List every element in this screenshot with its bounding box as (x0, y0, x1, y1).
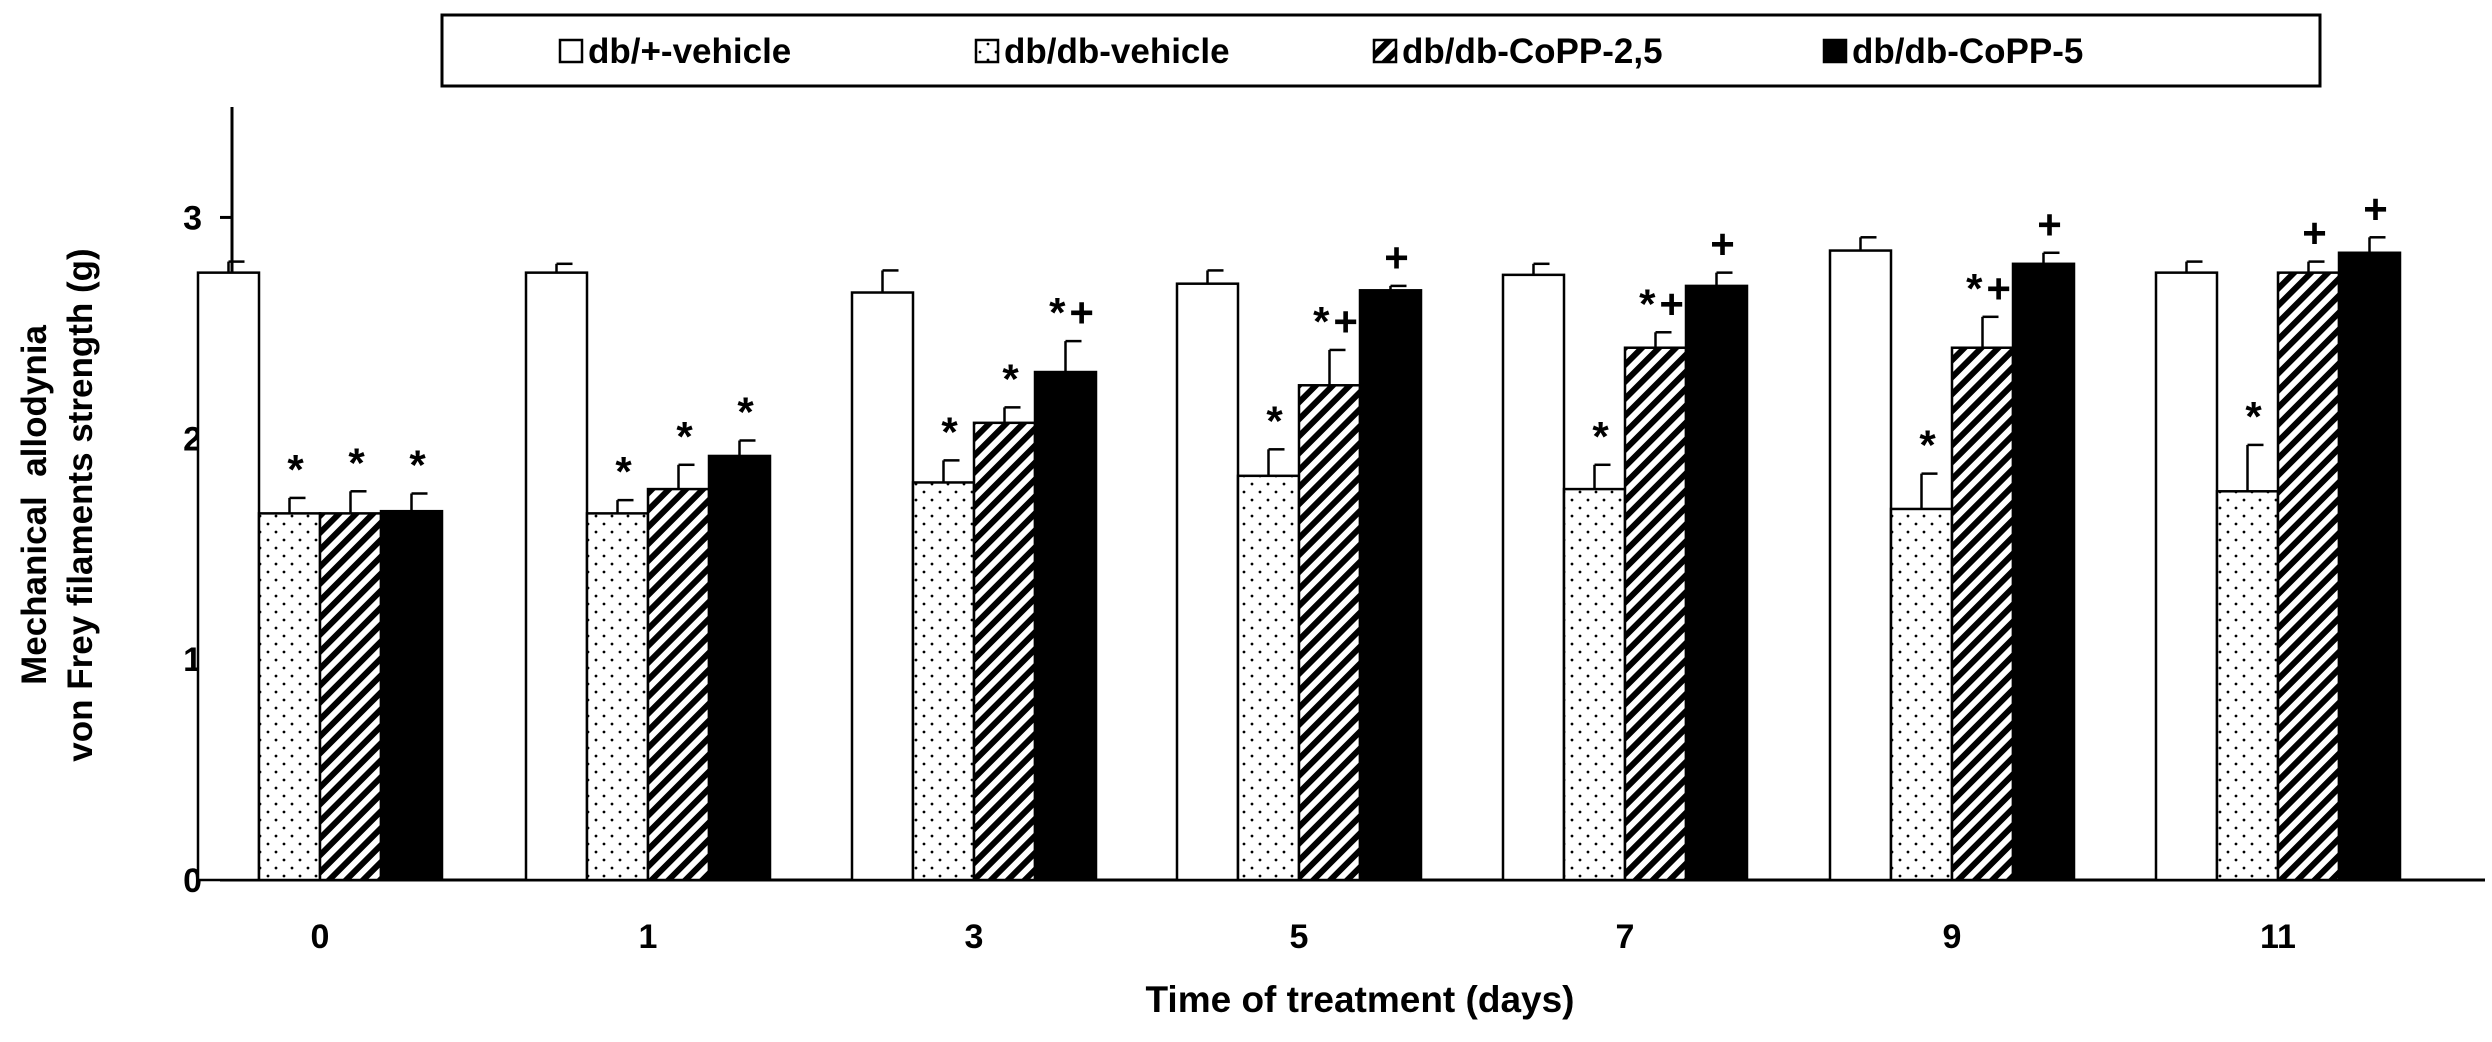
bar-black (1684, 284, 1749, 882)
bar-dotted (911, 481, 976, 882)
significance-mark: * (1002, 355, 1022, 402)
bar-black (2337, 251, 2402, 882)
bar-hatched (1297, 384, 1362, 882)
significance-mark: * (676, 413, 696, 460)
significance-mark: + (1384, 234, 1413, 281)
bar-hatched (972, 421, 1037, 882)
significance-mark: + (2037, 201, 2066, 248)
bar-dotted (1889, 507, 1954, 882)
bar-white (1828, 249, 1893, 882)
bar-black (1033, 370, 1098, 882)
x-tick-label: 9 (1943, 918, 1962, 956)
bar-black (379, 509, 444, 882)
bar-dotted (2215, 490, 2280, 882)
bar-hatched (2276, 271, 2341, 882)
significance-mark: *+ (1049, 289, 1098, 336)
bar-black (2011, 262, 2076, 882)
significance-mark: * (348, 439, 368, 486)
significance-mark: * (1919, 422, 1939, 469)
x-tick-label: 5 (1290, 918, 1309, 956)
x-tick-label: 0 (311, 918, 330, 956)
bar-dotted (1562, 487, 1627, 882)
significance-mark: *+ (1313, 298, 1362, 345)
bar-black (707, 454, 772, 882)
y-tick-label: 3 (183, 199, 202, 237)
legend-swatch-black (1822, 38, 1848, 64)
significance-mark: * (941, 408, 961, 455)
significance-mark: * (287, 446, 307, 493)
bar-white (196, 271, 261, 882)
significance-mark: + (2302, 210, 2331, 257)
bar-black (1358, 289, 1423, 882)
legend-label: db/+-vehicle (588, 32, 791, 71)
bar-dotted (257, 512, 322, 882)
bar-white (2154, 271, 2219, 882)
x-tick-label: 1 (639, 918, 658, 956)
bar-hatched (1950, 346, 2015, 882)
bar-white (1501, 273, 1566, 882)
bar-dotted (585, 512, 650, 882)
significance-mark: *+ (1966, 265, 2015, 312)
x-tick-label: 11 (2260, 918, 2296, 956)
legend-swatch-dotted (974, 38, 1000, 64)
legend-swatch-hatched (1372, 38, 1398, 64)
legend-label: db/db-CoPP-5 (1852, 32, 2083, 71)
significance-mark: * (1266, 397, 1286, 444)
legend-label: db/db-CoPP-2,5 (1402, 32, 1663, 71)
bar-dotted (1236, 474, 1301, 882)
legend: db/+-vehicle db/db-vehicle db/db-CoPP-2,5 d… (440, 13, 2322, 88)
bar-white (524, 271, 589, 882)
y-axis-title-line-2: von Frey filaments strength (g) (61, 248, 100, 761)
legend-swatch-white (558, 38, 584, 64)
significance-mark: *+ (1639, 280, 1688, 327)
legend-label: db/db-vehicle (1004, 32, 1230, 71)
bar-white (1175, 282, 1240, 882)
bar-white (850, 291, 915, 882)
bar-hatched (318, 512, 383, 882)
significance-mark: + (1710, 221, 1739, 268)
x-tick-label: 7 (1616, 918, 1635, 956)
bar-hatched (1623, 346, 1688, 882)
significance-mark: + (2363, 185, 2392, 232)
y-axis-title-line-1: Mechanical allodynia (15, 325, 54, 685)
x-tick-label: 3 (965, 918, 984, 956)
x-axis-title: Time of treatment (days) (1145, 979, 1574, 1020)
significance-mark: * (1592, 413, 1612, 460)
significance-mark: * (737, 388, 757, 435)
significance-mark: * (409, 442, 429, 489)
significance-mark: * (615, 448, 635, 495)
bar-hatched (646, 487, 711, 882)
significance-mark: * (2245, 393, 2265, 440)
